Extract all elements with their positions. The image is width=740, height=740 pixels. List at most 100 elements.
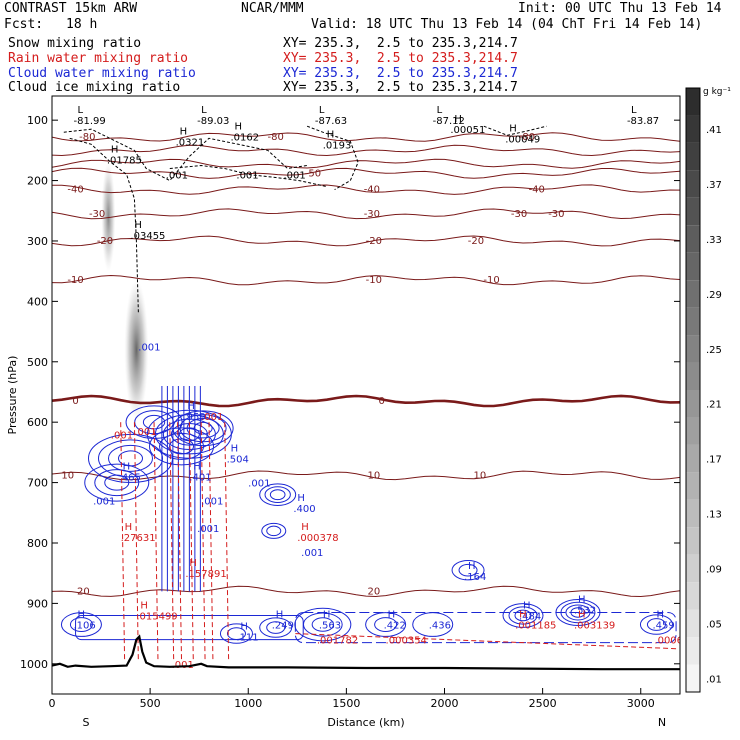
colorbar-tick-label: .41 xyxy=(706,125,722,136)
rain-water-contour xyxy=(200,422,206,661)
extremum-marker: H xyxy=(578,610,586,621)
extremum-value: .001 xyxy=(248,479,270,490)
isotherm-label: -80 xyxy=(79,132,95,143)
extremum-marker: H xyxy=(140,600,148,611)
y-tick-label: 1000 xyxy=(20,658,48,671)
extremum-value: .001 xyxy=(134,427,156,438)
extremum-marker: H xyxy=(123,462,131,473)
extremum-marker: H xyxy=(193,462,201,473)
extremum-marker: H xyxy=(468,561,476,572)
colorbar-frame xyxy=(685,87,701,693)
cloud-water-contour xyxy=(502,603,544,628)
colorbar-segment xyxy=(686,170,700,198)
extremum-value: .401 xyxy=(189,473,211,484)
cloud-water-contour xyxy=(646,618,666,631)
ice-contour xyxy=(169,164,327,188)
x-tick-label: 500 xyxy=(140,697,161,710)
extremum-value: .03455 xyxy=(130,231,165,242)
colorbar-tick-label: .37 xyxy=(706,180,722,191)
extremum-value: .001185 xyxy=(515,621,556,632)
colorbar-tick-label: .09 xyxy=(706,564,722,575)
isotherm-label: -30 xyxy=(364,209,380,220)
colorbar-segment xyxy=(686,609,700,638)
colorbar-segment xyxy=(686,197,700,226)
colorbar-segment xyxy=(686,307,700,336)
field-name-cloud-ice: Cloud ice mixing ratio xyxy=(8,80,181,95)
cloud-water-contour xyxy=(458,563,478,577)
x-axis-label: Distance (km) xyxy=(327,716,404,729)
isotherm-label: -50 xyxy=(305,168,321,179)
colorbar-segment xyxy=(686,280,700,308)
cloud-water-contour xyxy=(98,439,163,478)
colorbar-segment xyxy=(686,472,700,500)
cloud-water-contour xyxy=(75,614,304,641)
valid-time: Valid: 18 UTC Thu 13 Feb 14 (04 ChT Fri … xyxy=(311,17,703,32)
isotherm-line xyxy=(52,158,680,169)
y-tick-label: 200 xyxy=(27,175,48,188)
extremum-value: .001 xyxy=(201,497,223,508)
x-end-label-south: S xyxy=(83,716,90,729)
colorbar-tick-label: .21 xyxy=(706,400,722,411)
isotherm-label: 20 xyxy=(367,586,380,597)
extremum-marker: H xyxy=(231,443,239,454)
extremum-marker: H xyxy=(523,600,531,611)
forecast-hour: 18 h xyxy=(66,17,98,32)
isotherm-line xyxy=(52,235,680,247)
cloud-water-contour xyxy=(84,463,150,502)
y-tick-label: 300 xyxy=(27,235,48,248)
cloud-water-contour xyxy=(264,486,291,504)
extremum-value: .400 xyxy=(293,504,315,515)
extremum-value: .000378 xyxy=(297,533,338,544)
isotherm-label: 10 xyxy=(473,470,486,481)
extremum-marker: H xyxy=(388,610,396,621)
extremum-value: .0162 xyxy=(231,132,260,143)
cloud-water-contour xyxy=(311,617,334,632)
extremum-value: .001 xyxy=(138,343,160,354)
extremum-marker: H xyxy=(125,522,133,533)
extremum-marker: H xyxy=(578,594,586,605)
colorbar-segment xyxy=(686,444,700,473)
extremum-value: -87.63 xyxy=(315,116,347,127)
extremum-value: -89.03 xyxy=(197,116,229,127)
extremum-value: -87.12 xyxy=(433,116,465,127)
isotherm-label: -80 xyxy=(519,132,535,143)
extremum-value: .563 xyxy=(319,621,341,632)
extremum-value: -83.87 xyxy=(627,116,659,127)
cloud-water-contour xyxy=(514,609,532,622)
cloud-water-contour xyxy=(69,617,93,632)
isotherm-line xyxy=(52,144,680,157)
isotherm-line xyxy=(52,132,680,142)
cloud-water-contour xyxy=(219,623,253,644)
colorbar-tick-label: .01 xyxy=(706,674,722,685)
extremum-marker: H xyxy=(187,401,195,412)
isotherm-label: -20 xyxy=(97,236,113,247)
colorbar-segment xyxy=(686,252,700,281)
isotherm-label: -30 xyxy=(89,209,105,220)
extremum-marker: H xyxy=(276,610,284,621)
extremum-marker: H xyxy=(509,123,517,134)
colorbar-segment xyxy=(686,335,700,363)
extremum-value: .0321 xyxy=(176,137,205,148)
x-tick-label: 3000 xyxy=(627,697,655,710)
cloud-water-contour xyxy=(639,614,673,635)
extremum-marker: H xyxy=(180,126,188,137)
extremum-marker: H xyxy=(189,558,197,569)
center-name: NCAR/MMM xyxy=(241,1,304,16)
ice-contour xyxy=(69,137,139,314)
isotherm-line xyxy=(52,585,680,598)
extremum-value: .001 xyxy=(172,660,194,671)
extremum-value: .959 xyxy=(183,412,205,423)
colorbar-tick-label: .25 xyxy=(706,345,722,356)
extremum-marker: H xyxy=(454,114,462,125)
cloud-water-contour xyxy=(261,522,287,539)
y-tick-label: 400 xyxy=(27,295,48,308)
isotherm-label: -30 xyxy=(548,209,564,220)
colorbar-segment xyxy=(686,499,700,528)
extremum-marker: L xyxy=(319,105,325,116)
extremum-value: .422 xyxy=(384,621,406,632)
plot-frame xyxy=(51,95,681,695)
ice-contour xyxy=(483,125,547,136)
isotherm-line xyxy=(52,274,680,286)
cloud-water-contour xyxy=(142,414,166,430)
extremum-marker: L xyxy=(201,105,207,116)
